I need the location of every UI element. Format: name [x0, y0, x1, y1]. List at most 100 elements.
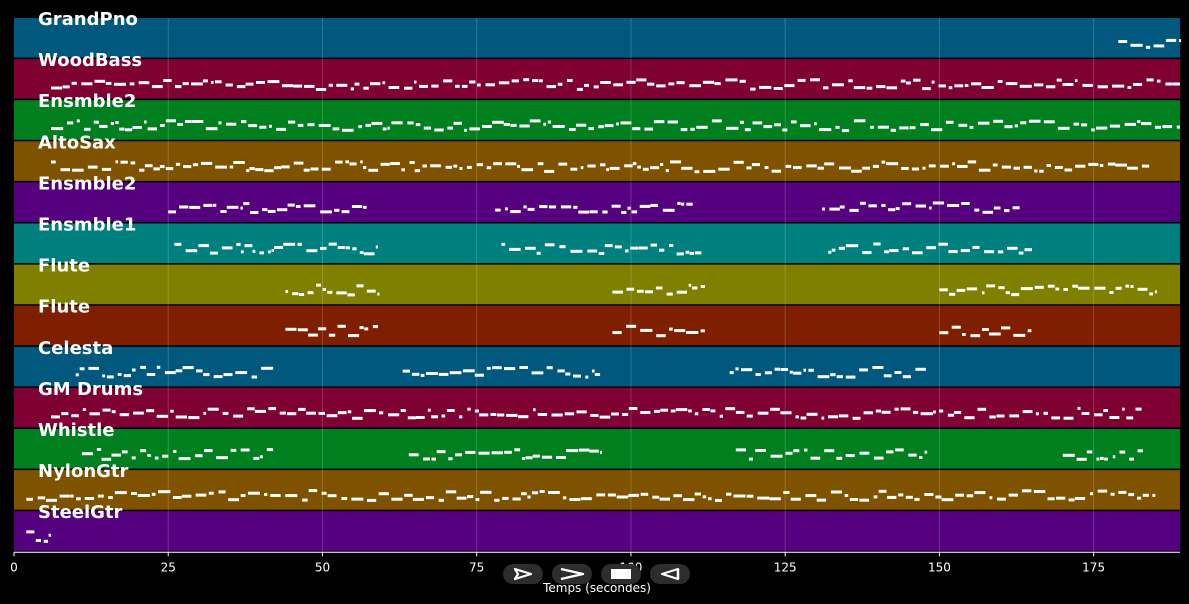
note — [587, 249, 598, 253]
note — [1009, 414, 1020, 418]
note — [372, 325, 378, 329]
note — [308, 333, 318, 337]
note — [612, 290, 623, 294]
note — [160, 124, 165, 127]
note — [587, 164, 596, 168]
track-label: Ensmble1 — [38, 215, 136, 236]
note — [589, 210, 598, 214]
note — [228, 498, 239, 502]
note — [138, 81, 150, 85]
note — [810, 78, 820, 82]
stop-button[interactable] — [601, 564, 641, 584]
note — [1046, 164, 1051, 167]
note — [831, 248, 836, 252]
track-notes — [168, 201, 1020, 214]
track-lane — [14, 182, 1180, 222]
note — [146, 409, 155, 413]
note — [746, 166, 752, 170]
note — [1005, 82, 1018, 86]
track-notes — [285, 283, 1157, 297]
note — [1133, 83, 1143, 86]
note — [639, 246, 648, 250]
note — [267, 250, 271, 254]
note — [1007, 246, 1018, 250]
note — [830, 490, 842, 494]
note — [382, 127, 387, 131]
note — [475, 498, 480, 502]
play-button[interactable] — [503, 564, 543, 584]
note — [297, 242, 302, 246]
note — [230, 448, 237, 452]
note — [660, 163, 664, 166]
note — [1165, 38, 1177, 42]
note — [996, 414, 1005, 418]
note — [504, 450, 512, 454]
note — [659, 248, 665, 252]
note — [862, 166, 870, 170]
note — [1179, 39, 1182, 43]
note — [1119, 450, 1126, 454]
note — [644, 127, 654, 131]
note — [1082, 83, 1093, 87]
note — [890, 128, 896, 132]
note — [264, 493, 268, 496]
note — [909, 126, 916, 130]
note — [1012, 206, 1020, 210]
note — [544, 243, 555, 247]
note — [566, 449, 579, 453]
note — [611, 412, 619, 416]
track-label: WoodBass — [38, 50, 142, 71]
note — [866, 86, 873, 90]
note — [97, 494, 104, 498]
note — [902, 202, 912, 206]
note — [1152, 493, 1156, 497]
rewind-button[interactable] — [650, 564, 690, 584]
track-label: Flute — [38, 297, 90, 318]
note — [337, 324, 346, 328]
note — [202, 79, 208, 83]
note — [453, 121, 462, 125]
note — [159, 165, 165, 169]
note — [580, 166, 584, 170]
note — [466, 165, 472, 169]
note — [522, 457, 525, 460]
note — [576, 123, 587, 127]
note — [674, 329, 686, 333]
note — [259, 251, 264, 255]
track-label: GrandPno — [38, 9, 138, 30]
track-label: GM Drums — [38, 379, 143, 400]
note — [650, 166, 660, 170]
note — [548, 205, 557, 209]
note — [785, 451, 793, 455]
note — [913, 410, 919, 414]
track-notes — [26, 489, 1156, 502]
note — [170, 409, 174, 413]
note — [989, 496, 993, 500]
note — [414, 80, 417, 84]
note — [445, 490, 457, 494]
note — [616, 122, 619, 126]
note — [637, 165, 641, 169]
note — [310, 167, 319, 171]
note — [1013, 333, 1026, 337]
note — [146, 373, 156, 376]
fast-forward-button[interactable] — [552, 564, 592, 584]
note — [285, 494, 298, 498]
x-axis-label: Temps (secondes) — [542, 581, 651, 595]
note — [785, 164, 792, 168]
note — [348, 334, 360, 338]
note — [464, 128, 467, 132]
note — [920, 412, 933, 416]
note — [245, 82, 254, 86]
note — [431, 457, 436, 461]
note — [94, 79, 106, 83]
note — [322, 288, 326, 291]
note — [539, 490, 545, 493]
note — [363, 409, 376, 413]
note — [689, 251, 694, 255]
note — [656, 334, 666, 338]
note — [1115, 286, 1122, 290]
note — [793, 449, 800, 453]
note — [1146, 78, 1154, 82]
note — [119, 413, 130, 417]
